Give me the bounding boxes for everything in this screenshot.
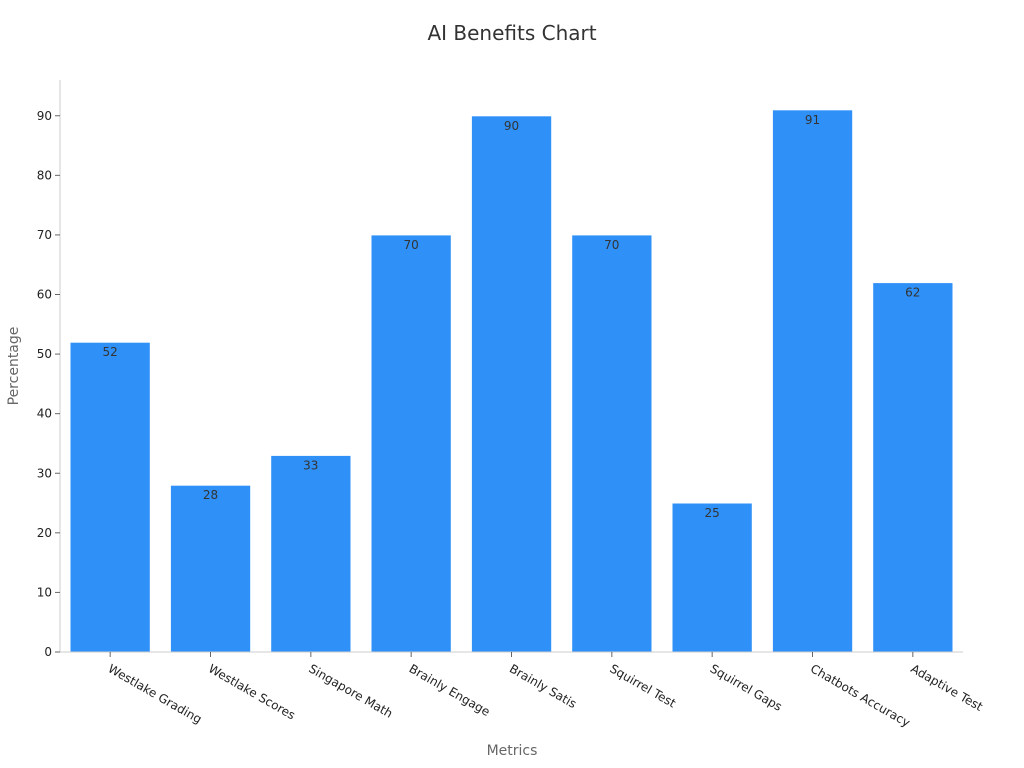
y-tick-label: 20 (37, 526, 52, 540)
data-label: 91 (805, 113, 820, 127)
bars-group (69, 109, 954, 653)
y-tick-label: 90 (37, 109, 52, 123)
y-tick-label: 60 (37, 288, 52, 302)
bar (571, 234, 653, 653)
x-tick-label: Westlake Grading (106, 661, 205, 726)
data-label: 70 (604, 238, 619, 252)
y-tick-label: 70 (37, 228, 52, 242)
y-tick-label: 50 (37, 347, 52, 361)
bar (671, 502, 753, 653)
x-tick-label: Singapore Math (306, 661, 395, 720)
x-axis-title: Metrics (487, 743, 538, 759)
x-tick-label: Brainly Satis (507, 661, 579, 711)
bar (370, 234, 452, 653)
bar (872, 282, 954, 653)
y-axis-title: Percentage (6, 327, 22, 406)
y-tick-label: 30 (37, 466, 52, 480)
bar (169, 484, 252, 653)
data-labels-group: 52 28 33 70 90 70 25 91 62 (103, 113, 921, 520)
data-label: 90 (504, 119, 519, 133)
x-tick-label: Westlake Scores (206, 661, 298, 722)
x-tick-label: Squirrel Test (607, 661, 678, 710)
x-tick-label: Squirrel Gaps (708, 661, 785, 713)
y-tick-label: 80 (37, 168, 52, 182)
chart-title: AI Benefits Chart (427, 21, 596, 45)
bar (771, 109, 854, 653)
x-tick-label: Adaptive Test (908, 661, 985, 714)
data-label: 62 (905, 286, 920, 300)
y-tick-label: 0 (44, 645, 52, 659)
bar (470, 115, 553, 653)
y-tick-label: 10 (37, 585, 52, 599)
x-tick-label: Chatbots Accuracy (808, 661, 912, 729)
bar (69, 341, 151, 653)
data-label: 70 (404, 238, 419, 252)
bar (270, 454, 352, 653)
x-tick-label: Brainly Engage (407, 661, 493, 719)
data-label: 33 (303, 458, 318, 472)
data-label: 52 (103, 345, 118, 359)
y-tick-label: 40 (37, 407, 52, 421)
data-label: 28 (203, 488, 218, 502)
data-label: 25 (705, 506, 720, 520)
